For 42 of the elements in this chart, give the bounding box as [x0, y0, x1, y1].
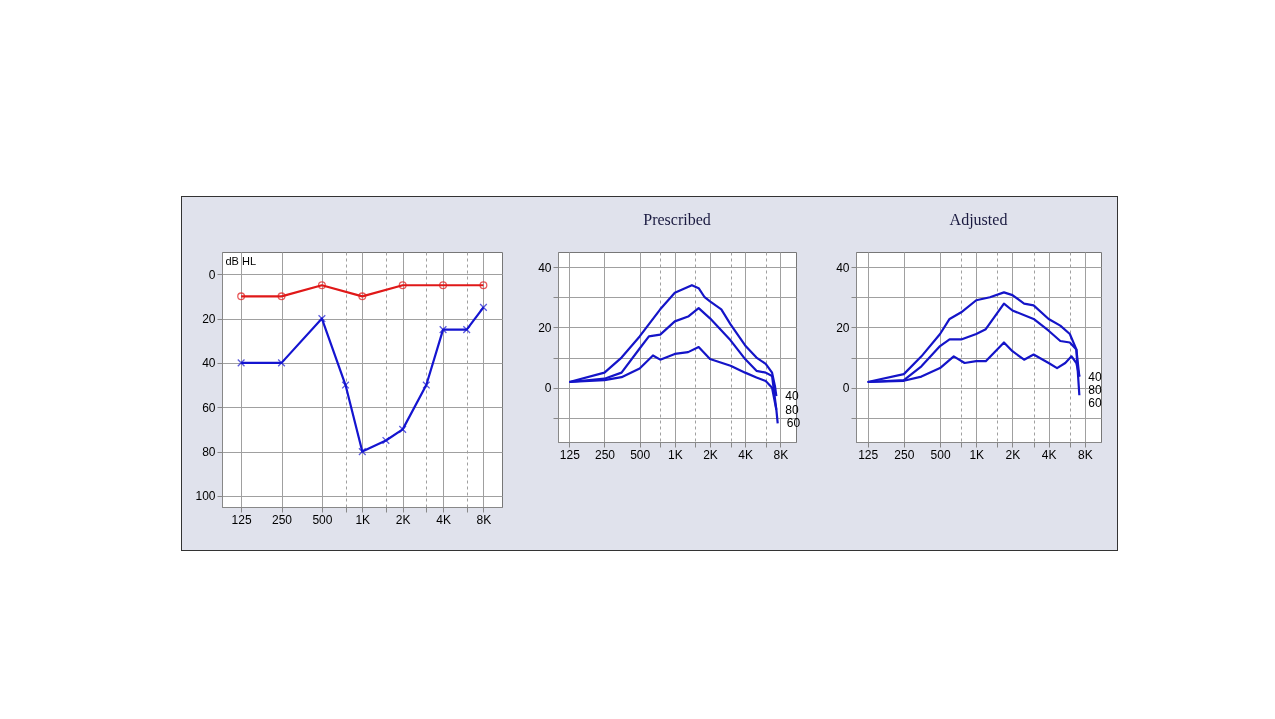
y-tick-label: 80 — [202, 445, 216, 460]
x-tick-label: 4K — [1041, 447, 1057, 462]
x-tick-label: 250 — [894, 447, 915, 462]
series-label: 80 — [785, 402, 800, 417]
y-tick-label: 60 — [202, 400, 216, 415]
x-tick-label: 8K — [476, 512, 492, 527]
x-tick-label: 1K — [667, 447, 683, 462]
series-label: 40 — [785, 389, 800, 404]
y-tick-label: 20 — [202, 312, 216, 327]
series-label: 40 — [1088, 369, 1103, 384]
x-tick-label: 4K — [436, 512, 451, 527]
x-tick-label: 1K — [355, 512, 371, 527]
x-tick-label: 125 — [858, 447, 879, 462]
y-tick-label: 40 — [538, 260, 552, 275]
x-tick-label: 2K — [1005, 447, 1021, 462]
series-label: 60 — [1088, 395, 1103, 410]
series-label: 60 — [786, 416, 801, 431]
chart-title: Prescribed — [643, 211, 711, 228]
x-tick-label: 1K — [969, 447, 985, 462]
x-tick-label: 500 — [630, 447, 651, 462]
x-tick-label: 250 — [594, 447, 616, 462]
y-tick-label: 40 — [836, 260, 850, 275]
x-tick-label: 8K — [1078, 447, 1093, 462]
y-tick-label: 0 — [208, 267, 216, 282]
y-axis-title: dB HL — [225, 254, 257, 267]
x-tick-label: 125 — [559, 447, 581, 462]
y-tick-label: 20 — [836, 320, 850, 335]
y-tick-label: 40 — [202, 356, 216, 371]
y-tick-label: 0 — [544, 381, 552, 396]
y-tick-label: 100 — [195, 489, 216, 504]
x-tick-label: 125 — [231, 512, 252, 527]
chart-title: Adjusted — [949, 211, 1008, 229]
x-tick-label: 4K — [738, 447, 753, 462]
y-tick-label: 20 — [538, 320, 552, 335]
x-tick-label: 250 — [272, 512, 293, 527]
y-tick-label: 0 — [842, 381, 850, 396]
x-tick-label: 500 — [312, 512, 333, 527]
x-tick-label: 500 — [930, 447, 951, 462]
x-tick-label: 2K — [703, 447, 718, 462]
x-tick-label: 8K — [773, 447, 789, 462]
series-label: 80 — [1088, 382, 1103, 397]
x-tick-label: 2K — [395, 512, 411, 527]
